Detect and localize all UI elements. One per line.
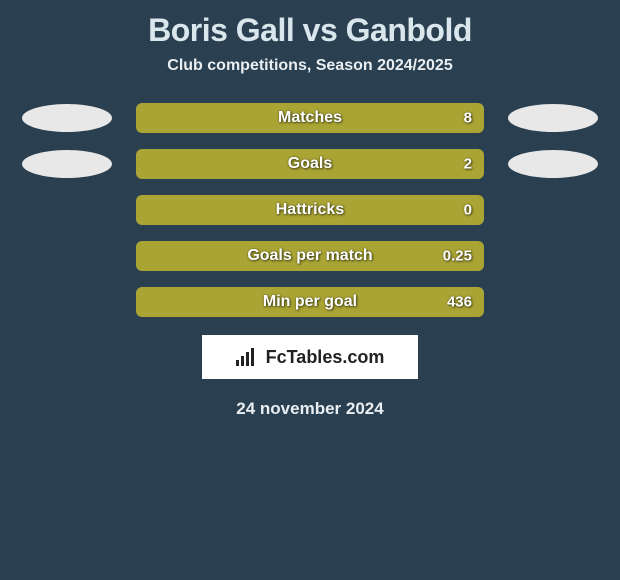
stat-bar-hattricks: Hattricks 0 xyxy=(136,195,484,225)
stat-value: 8 xyxy=(464,110,472,127)
stat-value: 0 xyxy=(464,202,472,219)
stat-row: Goals per match 0.25 xyxy=(0,241,620,271)
stat-bar-min-per-goal: Min per goal 436 xyxy=(136,287,484,317)
bar-chart-icon xyxy=(236,348,258,366)
stat-label: Goals xyxy=(288,155,332,173)
stat-row: Hattricks 0 xyxy=(0,195,620,225)
subtitle: Club competitions, Season 2024/2025 xyxy=(0,57,620,75)
date-line: 24 november 2024 xyxy=(0,399,620,419)
player-left-ellipse xyxy=(22,104,112,132)
page-title: Boris Gall vs Ganbold xyxy=(0,0,620,57)
stat-label: Goals per match xyxy=(247,247,372,265)
stat-bar-goals: Goals 2 xyxy=(136,149,484,179)
player-left-ellipse xyxy=(22,150,112,178)
logo-text: FcTables.com xyxy=(266,347,385,368)
stat-row: Goals 2 xyxy=(0,149,620,179)
stat-row: Min per goal 436 xyxy=(0,287,620,317)
player-right-ellipse xyxy=(508,150,598,178)
player-right-ellipse xyxy=(508,104,598,132)
stat-label: Matches xyxy=(278,109,342,127)
stat-label: Hattricks xyxy=(276,201,344,219)
stat-value: 436 xyxy=(447,294,472,311)
stat-row: Matches 8 xyxy=(0,103,620,133)
fctables-logo[interactable]: FcTables.com xyxy=(202,335,418,379)
stat-value: 2 xyxy=(464,156,472,173)
stat-bar-matches: Matches 8 xyxy=(136,103,484,133)
stat-value: 0.25 xyxy=(443,248,472,265)
stat-bar-goals-per-match: Goals per match 0.25 xyxy=(136,241,484,271)
stat-label: Min per goal xyxy=(263,293,357,311)
stats-list: Matches 8 Goals 2 Hattricks 0 Goals per … xyxy=(0,103,620,317)
